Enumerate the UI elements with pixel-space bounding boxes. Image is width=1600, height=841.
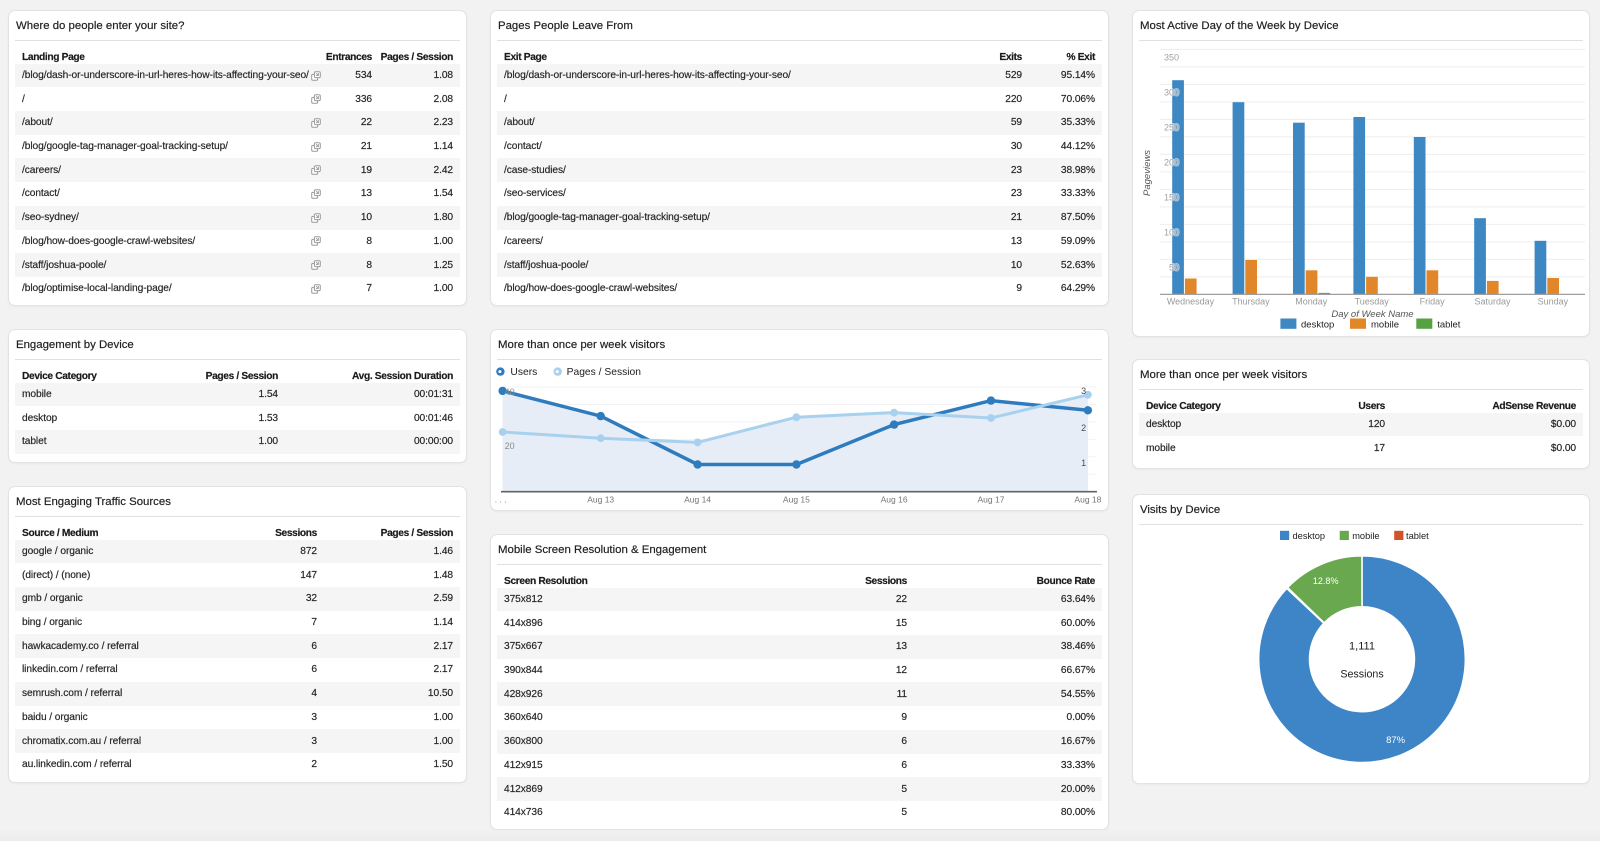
svg-text:20: 20 xyxy=(505,441,515,451)
svg-text:Pageviews: Pageviews xyxy=(1142,150,1153,196)
svg-text:desktop: desktop xyxy=(1293,531,1326,541)
svg-text:Monday: Monday xyxy=(1295,297,1328,307)
svg-text:Aug 13: Aug 13 xyxy=(587,495,614,505)
svg-text:Users: Users xyxy=(510,367,537,378)
svg-text:12.8%: 12.8% xyxy=(1313,576,1339,586)
svg-text:350: 350 xyxy=(1164,53,1179,63)
svg-text:40: 40 xyxy=(505,387,515,397)
svg-text:3: 3 xyxy=(1081,386,1086,396)
svg-text:250: 250 xyxy=(1164,123,1179,133)
svg-text:87%: 87% xyxy=(1386,735,1406,746)
svg-text:Aug 14: Aug 14 xyxy=(684,495,711,505)
svg-text:tablet: tablet xyxy=(1437,319,1461,330)
svg-text:. . .: . . . xyxy=(495,495,507,505)
svg-text:Aug 15: Aug 15 xyxy=(783,495,810,505)
svg-text:Tuesday: Tuesday xyxy=(1355,297,1390,307)
svg-text:mobile: mobile xyxy=(1371,319,1399,330)
svg-text:Wednesday: Wednesday xyxy=(1167,297,1215,307)
svg-text:Thursday: Thursday xyxy=(1232,297,1270,307)
svg-text:1: 1 xyxy=(1081,458,1086,468)
svg-text:Sunday: Sunday xyxy=(1538,297,1569,307)
svg-text:100: 100 xyxy=(1164,228,1179,238)
svg-text:Aug 18: Aug 18 xyxy=(1074,495,1101,505)
svg-text:Pages / Session: Pages / Session xyxy=(567,367,642,378)
svg-text:150: 150 xyxy=(1164,193,1179,203)
svg-text:Aug 16: Aug 16 xyxy=(881,495,908,505)
svg-text:desktop: desktop xyxy=(1301,319,1334,330)
svg-text:Friday: Friday xyxy=(1420,297,1446,307)
svg-text:Aug 17: Aug 17 xyxy=(978,495,1005,505)
svg-text:200: 200 xyxy=(1164,158,1179,168)
svg-text:300: 300 xyxy=(1164,88,1179,98)
svg-text:Saturday: Saturday xyxy=(1474,297,1511,307)
svg-text:mobile: mobile xyxy=(1352,531,1379,541)
svg-text:50: 50 xyxy=(1169,263,1179,273)
svg-text:Day of Week Name: Day of Week Name xyxy=(1331,309,1413,320)
svg-text:tablet: tablet xyxy=(1406,531,1429,541)
svg-text:2: 2 xyxy=(1081,423,1086,433)
svg-text:Sessions: Sessions xyxy=(1340,668,1383,680)
svg-text:1,111: 1,111 xyxy=(1349,640,1375,652)
